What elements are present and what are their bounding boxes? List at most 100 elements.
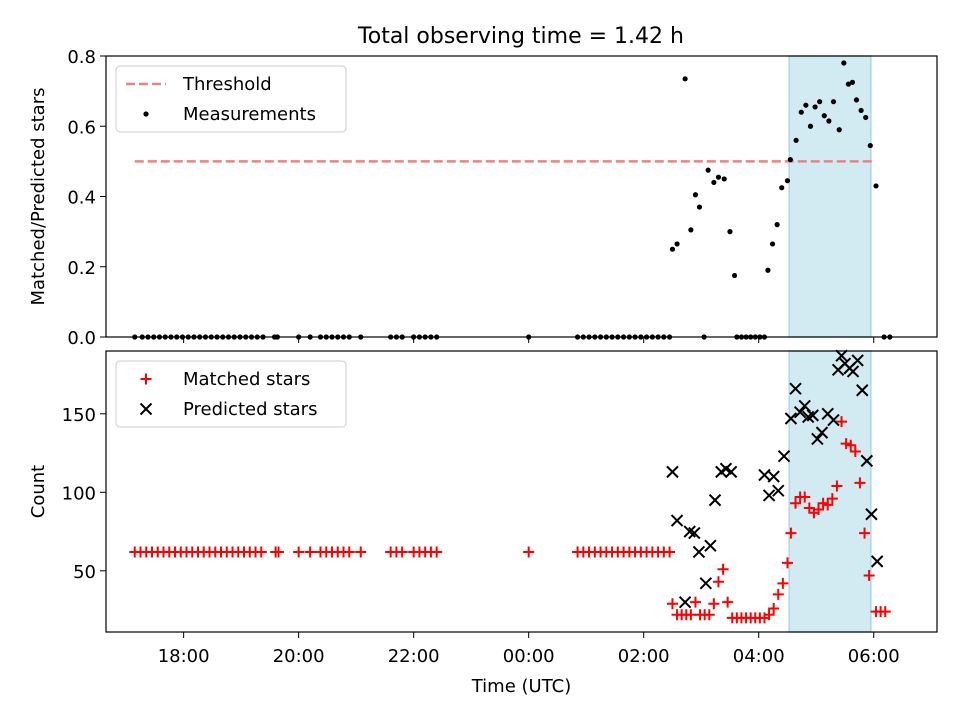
predicted-star-point	[789, 382, 802, 395]
matched-star-point	[826, 493, 838, 505]
matched-star-point	[273, 546, 285, 558]
x-tick-label: 06:00	[848, 646, 900, 667]
measurement-point	[721, 176, 727, 182]
x-tick-label: 22:00	[388, 646, 440, 667]
predicted-star-point	[767, 470, 780, 483]
y-tick-label: 150	[62, 405, 96, 426]
measurement-point	[853, 97, 860, 103]
measurement-point	[812, 104, 818, 110]
measurement-point	[765, 267, 771, 273]
predicted-star-point	[806, 409, 819, 422]
matched-star-point	[772, 588, 784, 600]
predicted-star-point	[688, 526, 701, 540]
measurement-point	[817, 99, 823, 105]
y-tick-label: 0.8	[67, 47, 96, 68]
predicted-star-point	[827, 413, 840, 427]
measurement-point	[705, 167, 711, 173]
matched-star-point	[685, 609, 697, 621]
measurement-point	[826, 118, 832, 124]
predicted-star-point	[870, 555, 884, 568]
matched-star-point	[854, 477, 866, 489]
x-axis-label: Time (UTC)	[471, 676, 572, 697]
predicted-star-point	[692, 545, 706, 559]
measurement-point	[863, 114, 869, 121]
matched-star-point	[859, 527, 871, 539]
matched-star-point	[790, 497, 802, 509]
measurement-point	[682, 76, 688, 82]
predicted-star-point	[851, 354, 864, 367]
measurement-point	[845, 81, 852, 87]
matched-star-point	[813, 504, 825, 516]
y-tick-label: 0.6	[67, 117, 96, 138]
predicted-star-point	[704, 539, 717, 552]
x-tick-label: 02:00	[618, 646, 670, 667]
matched-star-point	[831, 480, 843, 492]
predicted-star-point	[708, 493, 722, 507]
measurement-point	[669, 246, 676, 252]
measurement-point	[711, 179, 717, 186]
predicted-star-point	[670, 514, 684, 527]
matched-star-point	[768, 602, 780, 614]
measurement-point	[731, 272, 738, 279]
matched-star-point	[799, 491, 811, 503]
legend-threshold-label: Threshold	[182, 74, 272, 95]
y-tick-label: 0.0	[67, 328, 96, 349]
predicted-star-point	[772, 484, 785, 497]
measurement-point	[784, 178, 791, 184]
predicted-star-point	[860, 454, 874, 468]
measurement-point	[873, 183, 879, 189]
legend-predicted-swatch	[139, 402, 153, 416]
matched-star-point	[849, 445, 861, 457]
observing-window-band	[788, 350, 872, 633]
legend-box	[115, 360, 347, 428]
measurement-point	[841, 60, 847, 66]
measurement-point	[807, 123, 814, 129]
predicted-star-point	[865, 508, 878, 521]
matched-star-point	[708, 598, 720, 610]
measurement-point	[674, 241, 680, 247]
y-tick-label: 50	[73, 562, 96, 583]
matched-star-point	[343, 546, 355, 558]
legend-predicted-label: Predicted stars	[183, 399, 317, 420]
matched-star-point	[431, 546, 443, 558]
predicted-star-point	[811, 432, 824, 446]
measurement-point	[787, 157, 793, 163]
matched-star-point	[722, 596, 734, 608]
observing-window-band	[788, 55, 872, 338]
matched-star-point	[355, 546, 367, 558]
measurement-point	[798, 109, 804, 115]
matched-star-point	[703, 609, 715, 621]
top-panel: 0.0 0.2 0.4 0.6 0.8 Matched/Predicted stars Th…	[28, 47, 938, 349]
legend-measurement-label: Measurements	[183, 104, 316, 125]
predicted-star-point	[699, 577, 713, 590]
matched-star-point	[293, 546, 305, 558]
predicted-star-point	[815, 426, 829, 439]
measurement-point	[836, 127, 842, 133]
x-tick-label: 00:00	[503, 646, 555, 667]
measurement-point	[688, 227, 694, 233]
matched-star-point	[666, 598, 678, 610]
legend-matched-swatch	[140, 373, 152, 385]
predicted-star-point	[835, 349, 848, 362]
predicted-star-point	[793, 406, 807, 419]
legend: Threshold Measurements	[115, 65, 347, 133]
matched-star-point	[717, 563, 729, 575]
predicted-star-point	[784, 412, 798, 425]
measurement-point	[821, 113, 827, 119]
axes-frame	[105, 55, 938, 338]
matched-star-point	[836, 416, 848, 428]
predicted-star-point	[762, 489, 776, 502]
measurement-point	[696, 204, 703, 210]
measurement-point	[867, 142, 873, 149]
axes-frame	[105, 350, 938, 633]
matched-star-point	[879, 606, 891, 618]
measurement-point	[715, 174, 722, 180]
matched-star-point	[664, 546, 676, 558]
matched-star-point	[863, 569, 875, 581]
matched-star-point	[689, 596, 701, 608]
predicted-star-point	[846, 365, 860, 378]
x-tick-label: 04:00	[733, 646, 785, 667]
measurement-point	[774, 222, 780, 228]
x-tick-label: 18:00	[158, 646, 210, 667]
